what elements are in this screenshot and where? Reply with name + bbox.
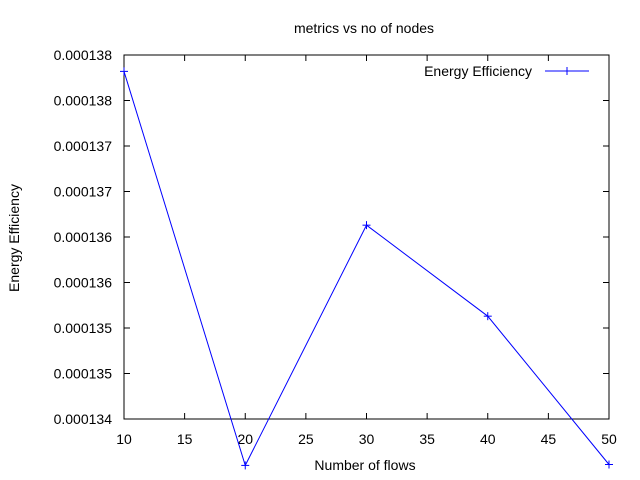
y-tick-label: 0.000137 <box>54 138 113 154</box>
series-layer <box>120 67 613 470</box>
y-tick-label: 0.000135 <box>54 320 113 336</box>
y-tick-label: 0.000136 <box>54 229 113 245</box>
x-tick-label: 40 <box>480 431 496 447</box>
legend: Energy Efficiency <box>424 63 589 79</box>
x-axis-label: Number of flows <box>314 457 415 473</box>
x-tick-label: 30 <box>359 431 375 447</box>
y-tick-label: 0.000138 <box>54 47 113 63</box>
y-axis-label: Energy Efficiency <box>6 184 22 292</box>
x-tick-label: 45 <box>541 431 557 447</box>
data-point <box>605 460 613 469</box>
y-tick-label: 0.000135 <box>54 366 113 382</box>
x-tick-label: 35 <box>419 431 435 447</box>
data-point <box>120 67 128 76</box>
y-tick-label: 0.000138 <box>54 93 113 109</box>
x-tick-label: 50 <box>601 431 617 447</box>
legend-marker-plus <box>563 67 571 75</box>
y-tick-label: 0.000134 <box>54 411 113 427</box>
chart-title: metrics vs no of nodes <box>294 20 434 36</box>
x-tick-label: 10 <box>116 431 132 447</box>
legend-marker <box>563 67 571 75</box>
y-tick-label: 0.000137 <box>54 184 113 200</box>
y-axis: 0.000134 0.000135 0.000135 0.000136 0.000136… <box>54 47 609 427</box>
x-tick-label: 25 <box>298 431 314 447</box>
x-tick-label: 20 <box>237 431 253 447</box>
y-tick-label: 0.000136 <box>54 275 113 291</box>
legend-label: Energy Efficiency <box>424 63 532 79</box>
data-point <box>241 461 250 470</box>
data-point <box>483 312 492 321</box>
data-point <box>362 221 371 230</box>
x-tick-label: 15 <box>177 431 193 447</box>
x-axis: 10 15 20 25 30 35 40 45 50 <box>116 55 617 447</box>
